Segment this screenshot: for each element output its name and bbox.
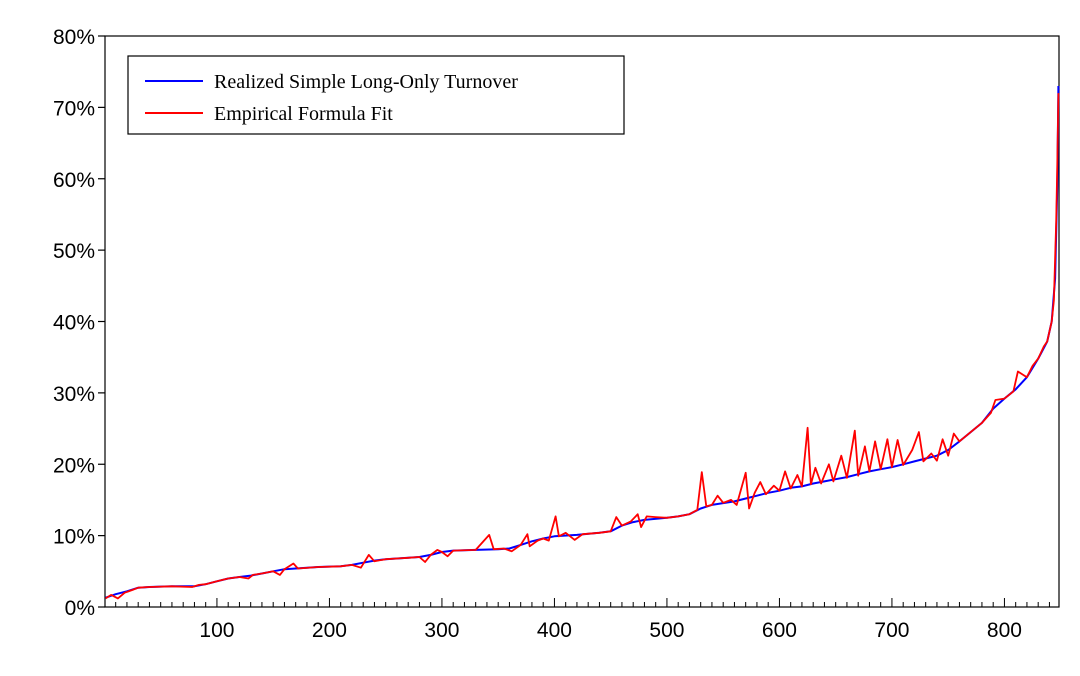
x-tick-label: 800 [987, 619, 1022, 642]
y-tick-label: 0% [65, 597, 95, 620]
y-tick-label: 40% [53, 312, 95, 335]
y-tick-label: 30% [53, 383, 95, 406]
y-tick-label: 50% [53, 240, 95, 263]
legend-label-empirical-fit: Empirical Formula Fit [214, 103, 393, 125]
y-axis: 0% 10% 20% 30% 40% 50% 60% 70% 80% [53, 26, 105, 620]
y-tick-label: 10% [53, 526, 95, 549]
x-tick-label: 600 [762, 619, 797, 642]
x-tick-label: 400 [537, 619, 572, 642]
legend-box [127, 55, 625, 135]
x-tick-label: 200 [312, 619, 347, 642]
x-axis: 100 200 300 400 500 600 700 800 [115, 598, 1050, 642]
series-layer [105, 85, 1060, 600]
x-tick-label: 300 [424, 619, 459, 642]
y-tick-label: 60% [53, 169, 95, 192]
y-tick-label: 70% [53, 97, 95, 120]
series-line-empirical-fit [105, 93, 1060, 600]
x-tick-label: 100 [199, 619, 234, 642]
x-tick-label: 700 [874, 619, 909, 642]
legend: Realized Simple Long-Only Turnover Empir… [127, 55, 625, 135]
y-tick-label: 80% [53, 26, 95, 49]
y-tick-label: 20% [53, 454, 95, 477]
legend-label-realized: Realized Simple Long-Only Turnover [214, 71, 518, 93]
x-tick-label: 500 [649, 619, 684, 642]
